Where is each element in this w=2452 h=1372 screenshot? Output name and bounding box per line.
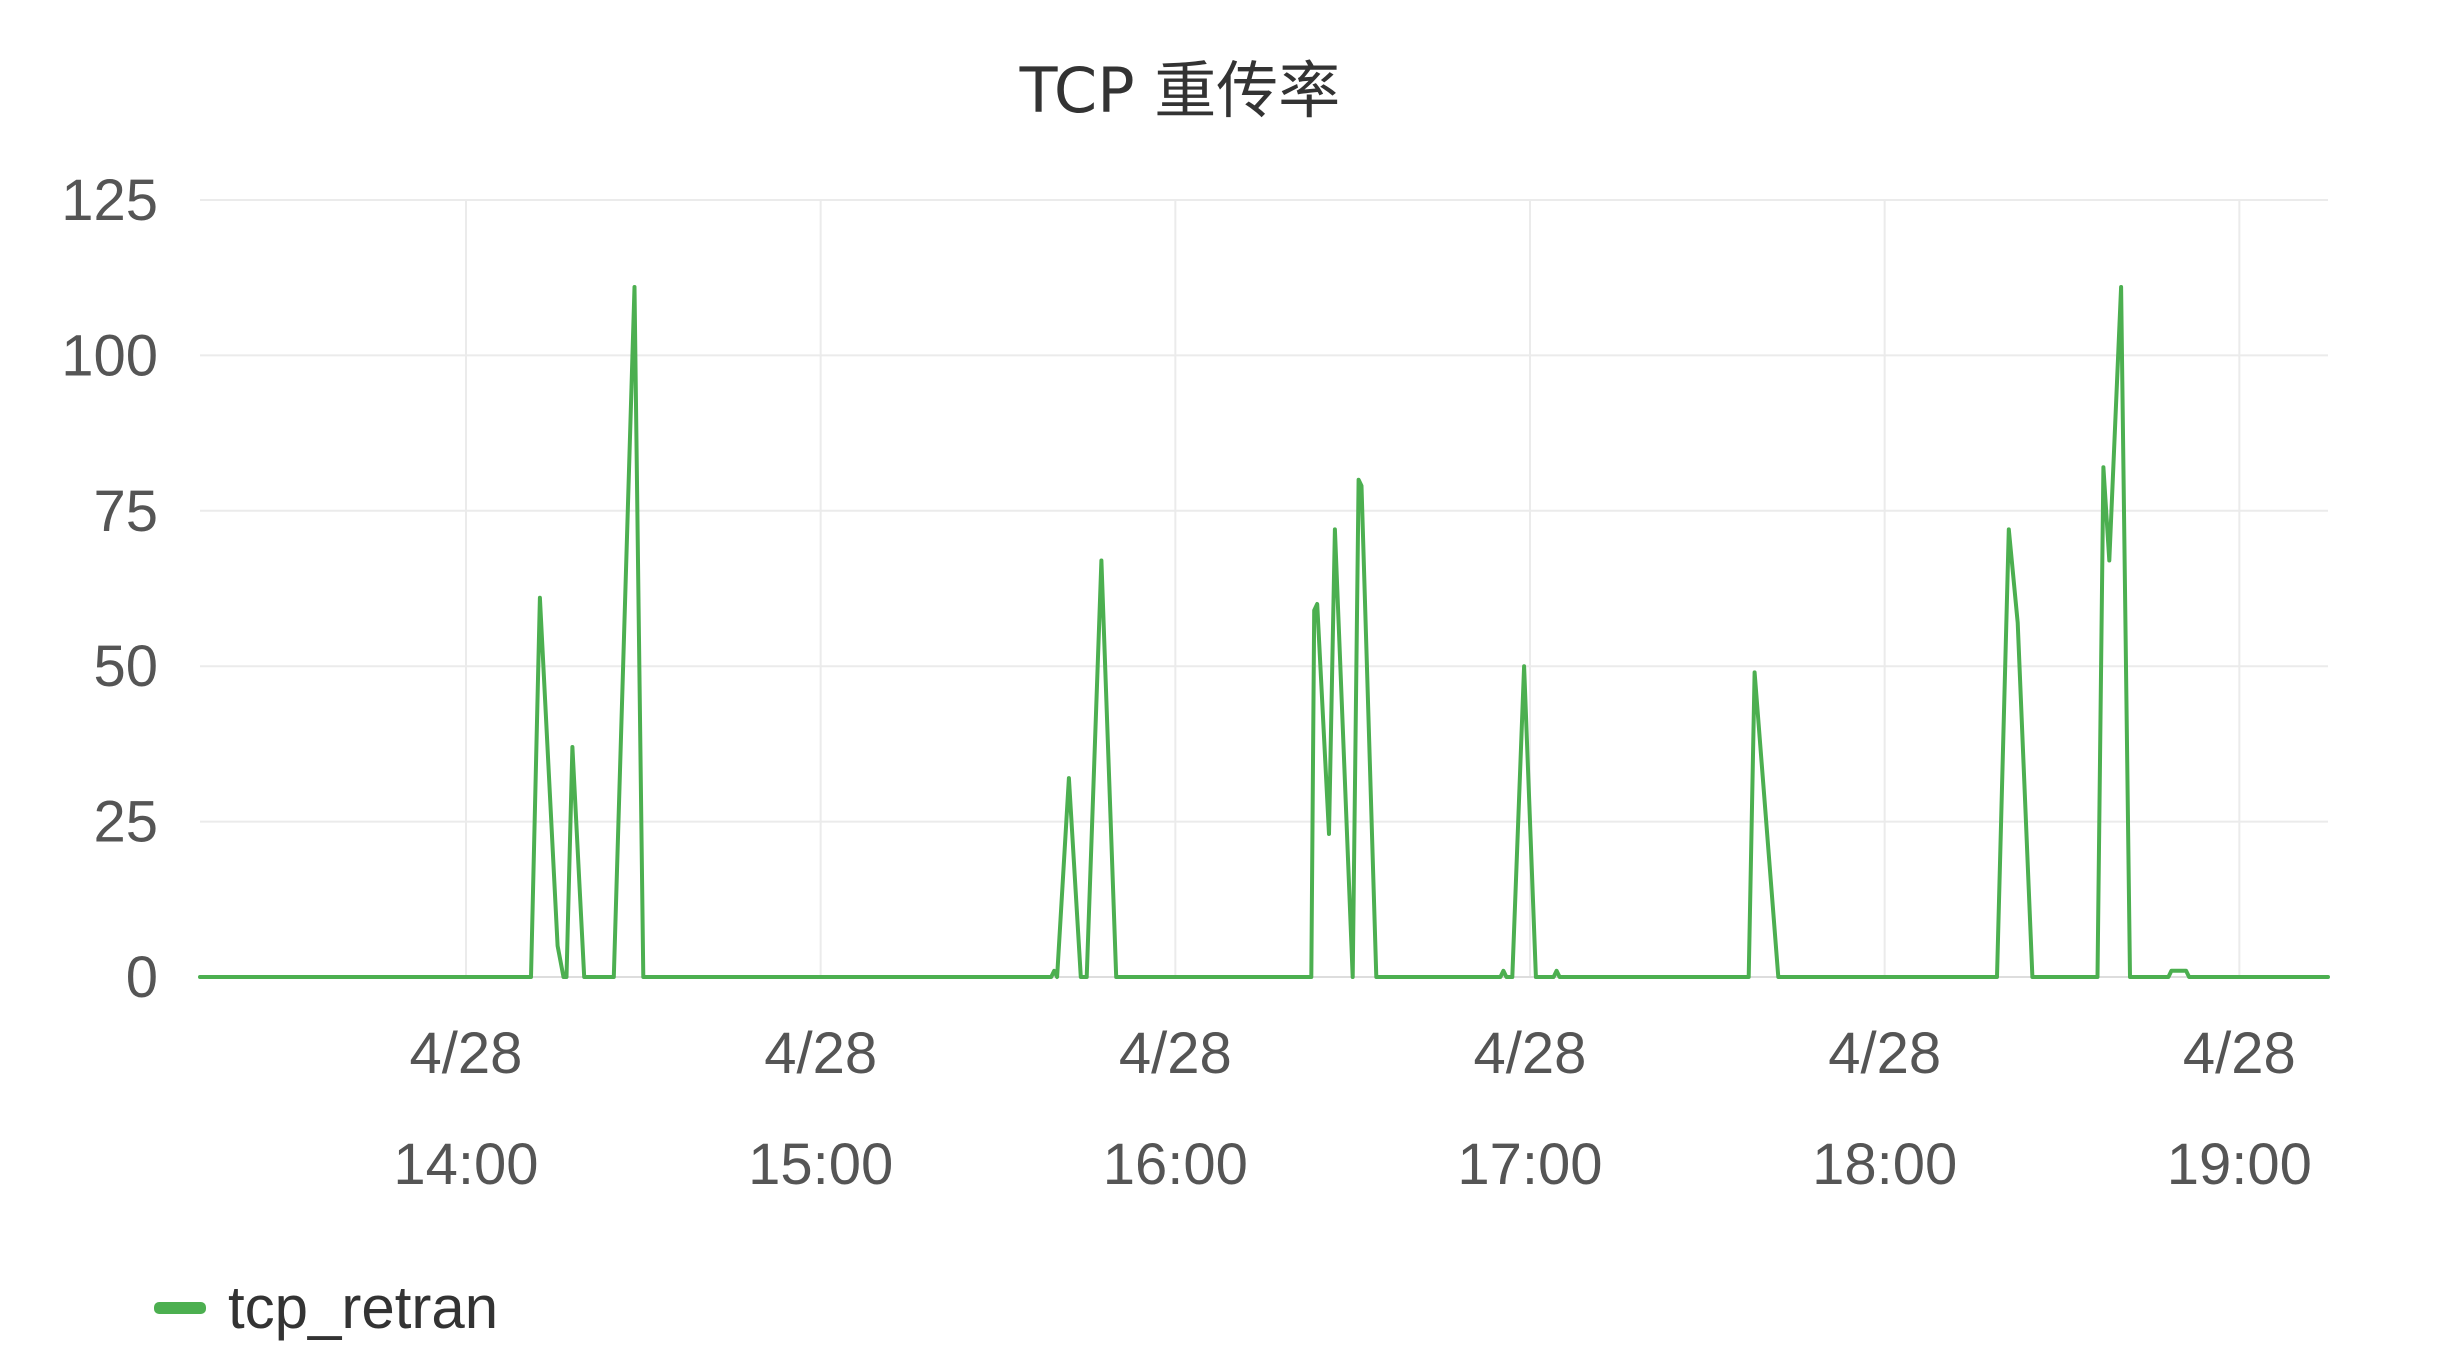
x-tick-label-date: 4/28: [1474, 1021, 1587, 1086]
x-tick-label-date: 4/28: [1119, 1021, 1232, 1086]
legend[interactable]: tcp_retran: [154, 1274, 498, 1341]
x-tick-label-date: 4/28: [410, 1021, 523, 1086]
x-tick-label-date: 4/28: [764, 1021, 877, 1086]
x-tick-label-date: 4/28: [1828, 1021, 1941, 1086]
chart-title: TCP 重传率: [1019, 54, 1341, 127]
y-tick-label: 0: [126, 945, 158, 1010]
grid-layer: [200, 199, 2328, 978]
y-tick-label: 125: [61, 168, 158, 233]
series-layer: [198, 285, 2330, 979]
x-tick-label-time: 14:00: [393, 1132, 538, 1197]
y-tick-label: 75: [93, 479, 158, 544]
legend-swatch-tcp-retran: [154, 1302, 206, 1314]
x-tick-label-time: 18:00: [1812, 1132, 1957, 1197]
series-line-tcp-retran[interactable]: [198, 285, 2330, 979]
x-tick-label-time: 16:00: [1103, 1132, 1248, 1197]
axis-labels: 0 25 50 75 100 125 4/28 14:00 4/28 15:00 4/28 16:00…: [61, 168, 2312, 1197]
y-tick-label: 25: [93, 790, 158, 855]
y-tick-label: 100: [61, 323, 158, 388]
x-tick-label-time: 17:00: [1457, 1132, 1602, 1197]
x-tick-label-time: 15:00: [748, 1132, 893, 1197]
x-tick-label-time: 19:00: [2167, 1132, 2312, 1197]
legend-label-tcp-retran: tcp_retran: [228, 1274, 498, 1341]
x-tick-label-date: 4/28: [2183, 1021, 2296, 1086]
y-tick-label: 50: [93, 634, 158, 699]
